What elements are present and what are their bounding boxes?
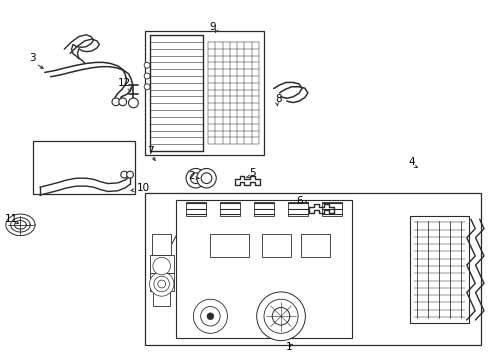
Bar [149, 273, 174, 291]
Circle shape [154, 276, 169, 292]
Circle shape [190, 173, 201, 184]
Text: 6: 6 [296, 196, 303, 206]
Circle shape [201, 173, 211, 184]
Text: 11: 11 [5, 215, 18, 224]
Bar [185, 202, 205, 216]
Text: 1: 1 [285, 342, 292, 352]
Circle shape [272, 307, 289, 325]
Bar [322, 202, 341, 216]
Bar [176, 200, 351, 338]
Circle shape [121, 171, 127, 178]
Text: 10: 10 [136, 183, 149, 193]
Circle shape [144, 62, 150, 68]
Bar [300, 234, 329, 257]
Text: 9: 9 [209, 22, 216, 32]
Text: 12: 12 [118, 78, 131, 88]
Circle shape [200, 306, 220, 326]
Bar [220, 202, 239, 216]
Circle shape [153, 257, 170, 275]
Bar [144, 193, 480, 345]
Bar [144, 31, 264, 155]
Circle shape [144, 73, 150, 79]
Circle shape [256, 292, 305, 341]
Bar [149, 255, 174, 273]
Bar [153, 291, 170, 306]
Bar [409, 216, 468, 323]
Bar [254, 202, 273, 216]
Circle shape [112, 98, 120, 106]
Bar [261, 234, 290, 257]
Bar [210, 234, 249, 257]
Circle shape [158, 280, 165, 288]
Bar [288, 202, 307, 216]
Circle shape [126, 171, 133, 178]
Text: 7: 7 [147, 145, 153, 156]
Circle shape [264, 299, 298, 333]
Text: 5: 5 [249, 168, 256, 178]
Circle shape [206, 313, 213, 320]
Circle shape [144, 84, 150, 90]
Bar [152, 234, 171, 255]
Circle shape [196, 168, 216, 188]
Text: 3: 3 [29, 53, 36, 63]
Text: 8: 8 [275, 94, 282, 104]
Text: 4: 4 [407, 157, 414, 167]
Text: 2: 2 [187, 171, 194, 181]
Bar [33, 140, 135, 194]
Circle shape [149, 272, 174, 296]
Circle shape [119, 98, 126, 106]
Circle shape [185, 168, 205, 188]
Circle shape [128, 98, 138, 108]
Circle shape [193, 299, 227, 333]
